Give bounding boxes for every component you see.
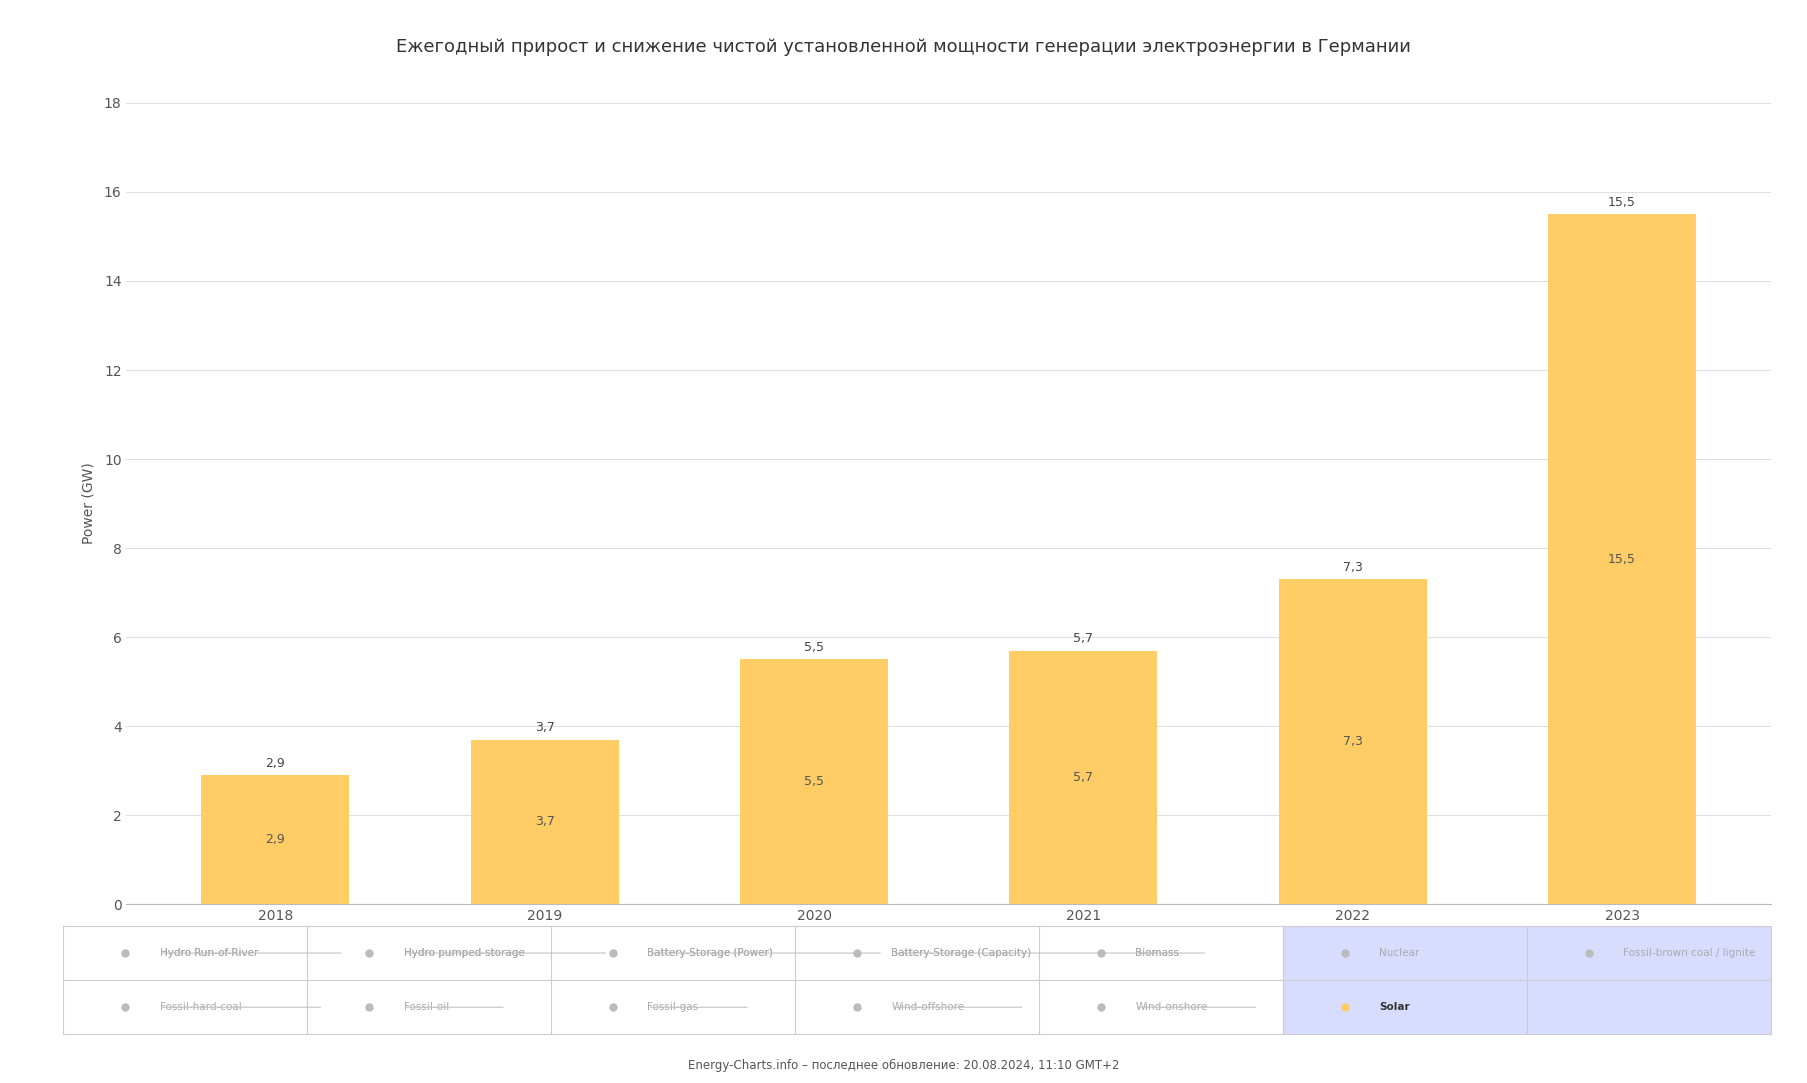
Text: Fossil-oil: Fossil-oil: [403, 1002, 448, 1013]
Text: Battery-Storage (Capacity): Battery-Storage (Capacity): [891, 948, 1032, 958]
Text: Energy-Charts.info – последнее обновление: 20.08.2024, 11:10 GMT+2: Energy-Charts.info – последнее обновлени…: [688, 1059, 1119, 1072]
Text: 5,7: 5,7: [1073, 771, 1093, 784]
X-axis label: Year: Year: [934, 931, 963, 945]
Text: 2,9: 2,9: [266, 757, 286, 770]
Y-axis label: Power (GW): Power (GW): [81, 462, 96, 545]
Text: Ежегодный прирост и снижение чистой установленной мощности генерации электроэнер: Ежегодный прирост и снижение чистой уста…: [396, 38, 1411, 56]
Text: Hydro pumped-storage: Hydro pumped-storage: [403, 948, 524, 958]
Bar: [470, 740, 618, 904]
Text: 5,5: 5,5: [804, 641, 824, 654]
Text: Hydro pumped-storage: Hydro pumped-storage: [403, 948, 524, 958]
Text: 2,9: 2,9: [266, 833, 286, 846]
Text: Battery-Storage (Power): Battery-Storage (Power): [647, 948, 773, 958]
Text: Fossil-brown coal / lignite: Fossil-brown coal / lignite: [1623, 948, 1756, 958]
Text: 7,3: 7,3: [1343, 735, 1362, 748]
Bar: [1279, 579, 1428, 904]
Text: Nuclear: Nuclear: [1379, 948, 1420, 958]
Bar: [201, 775, 349, 904]
Text: Biomass: Biomass: [1135, 948, 1180, 958]
Text: Battery-Storage (Capacity): Battery-Storage (Capacity): [891, 948, 1032, 958]
Text: 3,7: 3,7: [535, 721, 555, 734]
Text: Wind-onshore: Wind-onshore: [1135, 1002, 1207, 1013]
Text: Fossil-hard-coal: Fossil-hard-coal: [159, 1002, 242, 1013]
Bar: [1010, 651, 1158, 904]
Text: 5,5: 5,5: [804, 775, 824, 788]
Text: Biomass: Biomass: [1135, 948, 1180, 958]
Text: 15,5: 15,5: [1608, 196, 1635, 209]
Text: Battery-Storage (Power): Battery-Storage (Power): [647, 948, 773, 958]
FancyBboxPatch shape: [1283, 926, 1771, 1034]
Text: Hydro Run-of-River: Hydro Run-of-River: [159, 948, 258, 958]
Text: Hydro Run-of-River: Hydro Run-of-River: [159, 948, 258, 958]
Bar: [1549, 214, 1697, 904]
Text: 5,7: 5,7: [1073, 632, 1093, 645]
Text: Solar: Solar: [1379, 1002, 1409, 1013]
Bar: [739, 660, 887, 904]
Text: Fossil-gas: Fossil-gas: [647, 1002, 699, 1013]
Text: 7,3: 7,3: [1343, 561, 1362, 574]
Text: 15,5: 15,5: [1608, 552, 1635, 565]
Text: Wind-offshore: Wind-offshore: [891, 1002, 965, 1013]
Text: 3,7: 3,7: [535, 815, 555, 828]
